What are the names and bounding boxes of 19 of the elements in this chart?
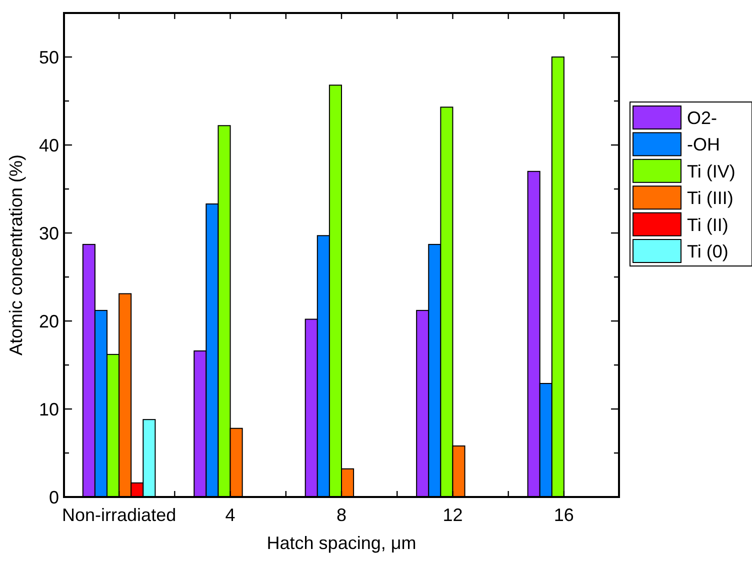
y-tick-label: 40: [38, 135, 59, 156]
x-tick-label: 4: [225, 505, 236, 525]
y-tick-label: 0: [48, 487, 59, 508]
x-tick-label: 16: [554, 505, 574, 525]
y-tick-label: 20: [38, 311, 59, 332]
x-tick-label: 12: [442, 505, 463, 525]
y-axis-title: Atomic concentration (%): [6, 154, 26, 356]
legend-label: Ti (IV): [687, 161, 736, 182]
y-tick-label: 30: [38, 223, 59, 244]
legend-label: -OH: [687, 134, 720, 155]
y-tick-label: 50: [38, 47, 59, 68]
x-axis-title: Hatch spacing, μm: [266, 533, 416, 553]
x-tick-label: 8: [336, 505, 347, 525]
y-tick-label: 10: [38, 399, 59, 420]
legend-label: O2-: [687, 108, 718, 128]
legend-label: Ti (II): [687, 214, 728, 235]
legend-label: Ti (0): [687, 242, 728, 262]
legend-label: Ti (III): [687, 188, 734, 208]
x-tick-label: Non-irradiated: [62, 505, 176, 525]
